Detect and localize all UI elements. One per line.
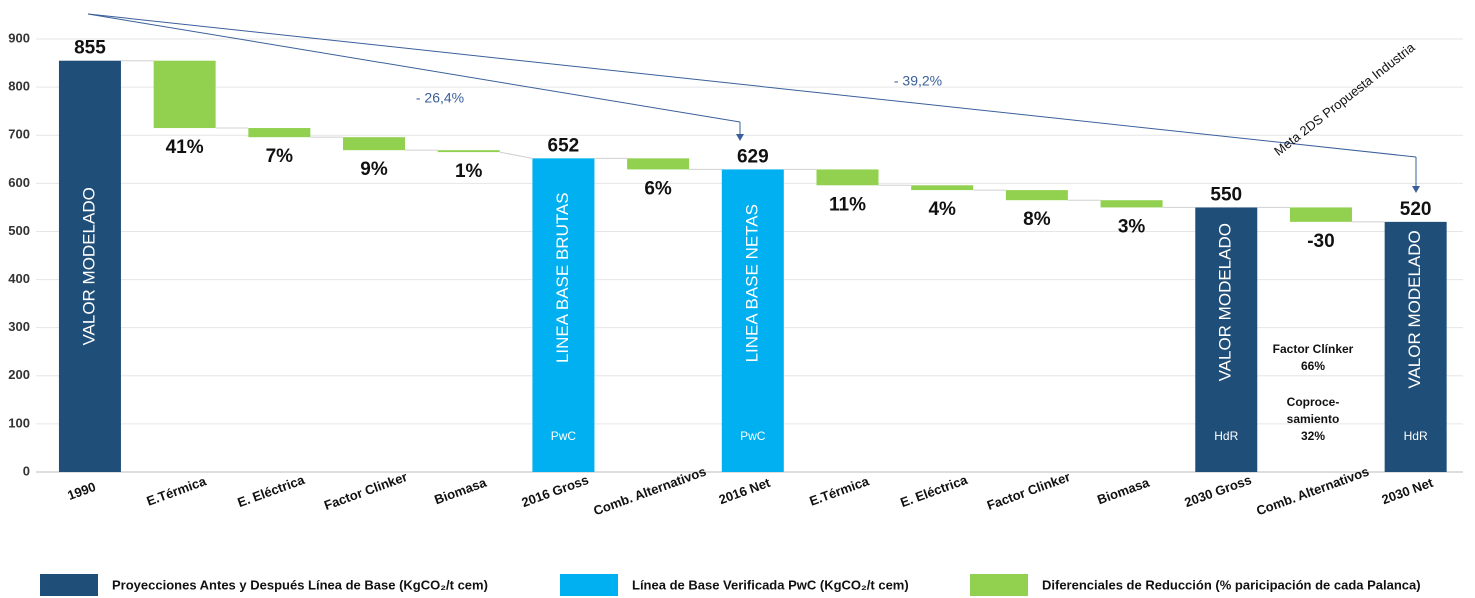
arrow-head <box>1412 186 1420 193</box>
x-tick-label: 2016 Gross <box>520 472 591 510</box>
bar <box>1005 190 1068 201</box>
value-label: 629 <box>737 146 769 167</box>
bar <box>1100 200 1163 208</box>
bar-tag: PwC <box>551 429 577 443</box>
bar-text: LINEA BASE NETAS <box>742 204 761 362</box>
value-label: 1% <box>455 161 483 182</box>
y-tick-label: 300 <box>8 319 30 334</box>
bar <box>58 60 121 472</box>
y-tick-label: 100 <box>8 415 30 430</box>
value-label: 9% <box>360 159 388 180</box>
trend-line <box>87 13 1417 158</box>
bar <box>343 137 406 151</box>
bar-text: LINEA BASE BRUTAS <box>553 192 572 363</box>
value-label: 855 <box>74 38 106 59</box>
value-label: 652 <box>548 135 580 156</box>
bar <box>627 158 690 170</box>
y-tick-label: 900 <box>8 30 30 45</box>
value-label: 550 <box>1210 184 1242 205</box>
x-tick-label: E.Térmica <box>145 473 209 509</box>
value-label: 11% <box>829 194 866 215</box>
bar <box>721 169 784 472</box>
x-tick-label: 2016 Net <box>717 475 773 508</box>
value-label: 7% <box>266 146 294 167</box>
note: samiento <box>1287 412 1340 426</box>
note: Coproce- <box>1287 395 1340 409</box>
bar-tag: PwC <box>740 429 766 443</box>
y-tick-label: 800 <box>8 79 30 94</box>
bar <box>248 128 311 138</box>
x-tick-label: 2030 Net <box>1380 475 1436 508</box>
value-label: -30 <box>1307 231 1334 252</box>
x-tick-label: E. Eléctrica <box>235 472 307 510</box>
bar <box>153 60 216 129</box>
x-tick-label: Biomasa <box>432 474 489 507</box>
arrow-head <box>736 134 744 141</box>
legend-swatch <box>560 574 618 596</box>
bar <box>437 150 500 153</box>
connector <box>499 151 533 159</box>
annotation: - 26,4% <box>416 90 464 106</box>
note: 32% <box>1301 429 1325 443</box>
y-tick-label: 500 <box>8 223 30 238</box>
bar-text: VALOR MODELADO <box>1216 223 1235 381</box>
bar-tag: HdR <box>1404 429 1428 443</box>
bar <box>1289 207 1352 222</box>
trend-line <box>87 13 741 123</box>
legend-swatch <box>970 574 1028 596</box>
x-tick-label: Factor Clinker <box>985 469 1072 513</box>
y-tick-label: 200 <box>8 367 30 382</box>
x-tick-label: Biomasa <box>1095 474 1152 507</box>
note: 66% <box>1301 359 1325 373</box>
legend-swatch <box>40 574 98 596</box>
annotation: Meta 2DS Propuesta Industria <box>1271 39 1418 159</box>
bar-text: VALOR MODELADO <box>79 187 98 345</box>
value-label: 520 <box>1400 199 1432 220</box>
y-tick-label: 0 <box>23 463 30 478</box>
y-tick-label: 400 <box>8 271 30 286</box>
x-tick-label: Factor Clinker <box>322 469 409 513</box>
y-tick-label: 600 <box>8 175 30 190</box>
bar <box>816 169 879 186</box>
value-label: 8% <box>1023 209 1051 230</box>
x-tick-label: E.Térmica <box>807 473 871 509</box>
bar-text: VALOR MODELADO <box>1405 230 1424 388</box>
y-tick-label: 700 <box>8 127 30 142</box>
legend-label: Proyecciones Antes y Después Línea de Ba… <box>112 577 488 592</box>
value-label: 41% <box>166 137 204 158</box>
bar <box>1195 207 1258 472</box>
annotation: - 39,2% <box>894 73 942 89</box>
bar <box>911 185 974 191</box>
x-tick-label: E. Eléctrica <box>898 472 970 510</box>
x-tick-label: 1990 <box>65 479 97 503</box>
legend-label: Diferenciales de Reducción (% paricipaci… <box>1042 577 1421 592</box>
value-label: 3% <box>1118 216 1146 237</box>
value-label: 4% <box>928 199 956 220</box>
value-label: 6% <box>644 178 672 199</box>
x-tick-label: 2030 Gross <box>1182 472 1253 510</box>
note: Factor Clínker <box>1273 342 1354 356</box>
bar <box>1384 221 1447 472</box>
bar-tag: HdR <box>1214 429 1238 443</box>
legend-label: Línea de Base Verificada PwC (KgCO₂/t ce… <box>632 577 909 592</box>
bar <box>532 158 595 472</box>
